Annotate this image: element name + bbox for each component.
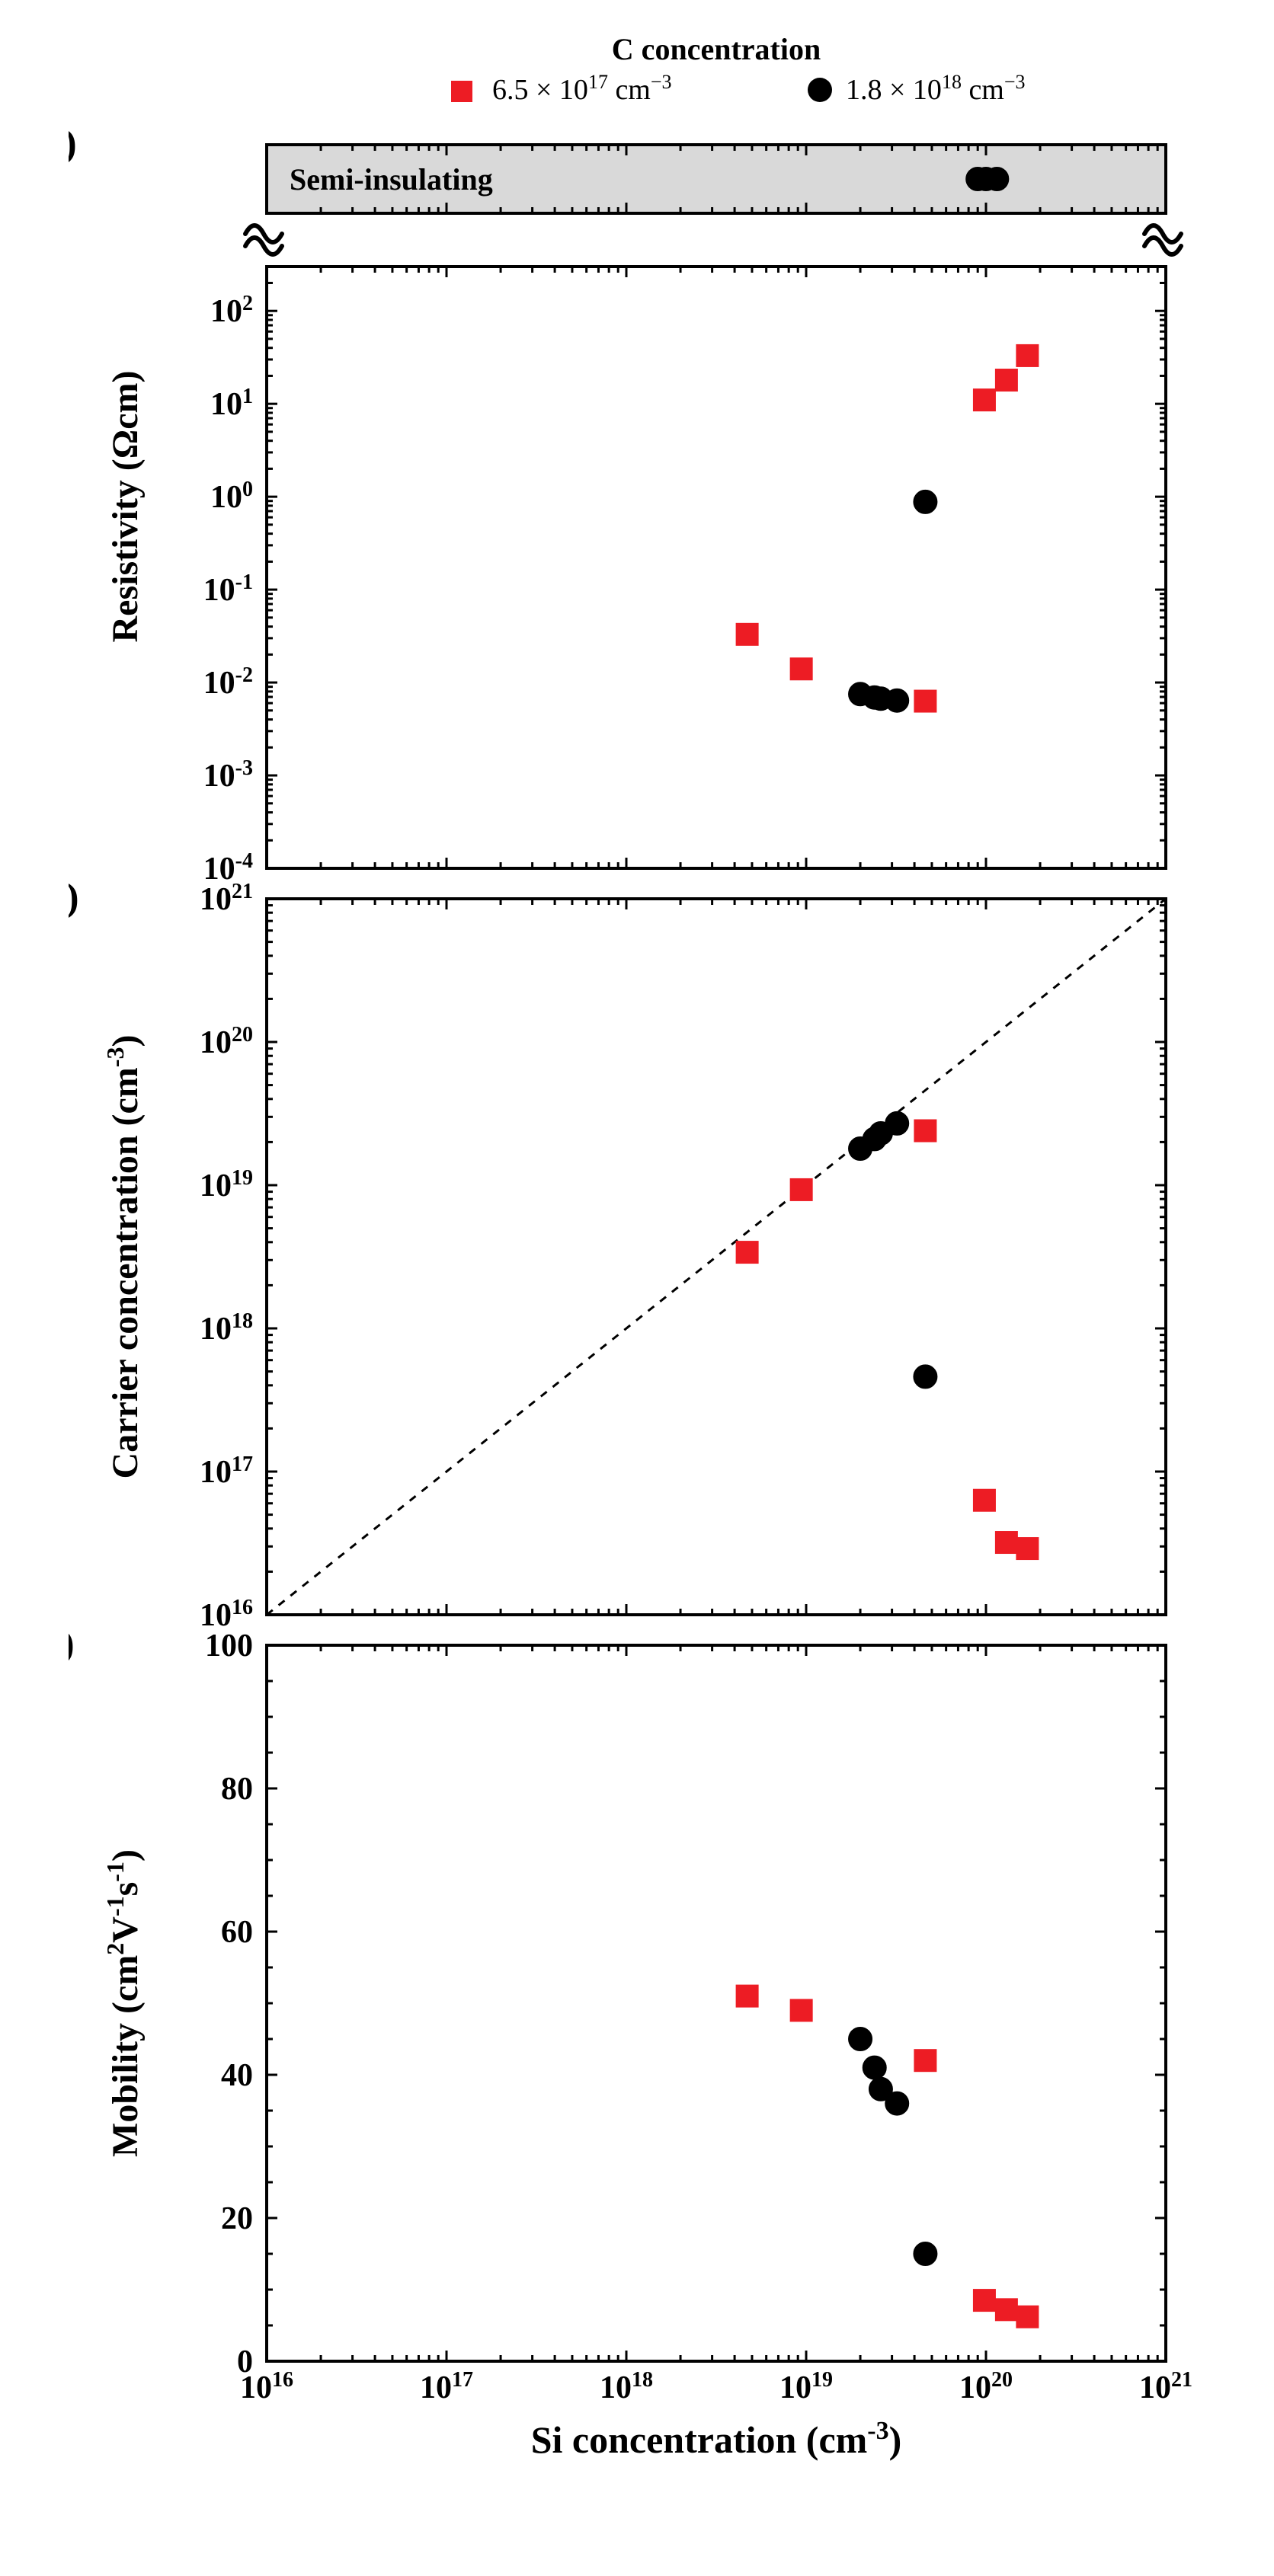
figure-page: C concentration 6.5 × 1017 cm−3 1.8 × 1018… <box>0 0 1274 2576</box>
panel-a-ytick: 102 <box>210 292 253 330</box>
legend-label-black: 1.8 × 1018 cm−3 <box>846 71 1026 107</box>
panel-c-ylabel: Mobility (cm2V-1s-1) <box>101 1849 146 2157</box>
x-tick-label: 1021 <box>1139 2368 1192 2406</box>
panel-b-ylabel: Carrier concentration (cm-3) <box>101 1035 146 1479</box>
panel-a-ytick: 101 <box>210 385 253 423</box>
panel-label-a: (a) <box>69 122 77 165</box>
marker-circle <box>914 2242 936 2265</box>
marker-square <box>1016 345 1038 366</box>
panel-a-ytick: 10-1 <box>203 570 253 609</box>
marker-square <box>791 1999 812 2021</box>
x-tick-label: 1020 <box>959 2368 1013 2406</box>
marker-square <box>974 2290 995 2311</box>
x-tick-label: 1018 <box>600 2368 653 2406</box>
panel-c-ytick: 60 <box>221 1915 253 1950</box>
panel-c-frame <box>267 1645 1166 2361</box>
figure-container: C concentration 6.5 × 1017 cm−3 1.8 × 1018… <box>69 23 1212 2552</box>
panel-a-ylabel: Resistivity (Ωcm) <box>105 371 146 643</box>
panel-label-c: (c) <box>69 1622 75 1666</box>
marker-square <box>996 369 1017 391</box>
marker-circle <box>914 491 936 513</box>
panel-a-ytick: 10-3 <box>203 756 253 794</box>
legend-title: C concentration <box>612 32 821 66</box>
chart-svg: C concentration 6.5 × 1017 cm−3 1.8 × 1018… <box>69 23 1212 2552</box>
panel-b-ytick: 1021 <box>200 880 253 918</box>
panel-c-ytick: 100 <box>205 1628 253 1664</box>
marker-square <box>974 389 995 411</box>
legend-label-red: 6.5 × 1017 cm−3 <box>492 71 672 107</box>
panel-c-ytick: 80 <box>221 1772 253 1807</box>
panel-c-ytick: 40 <box>221 2058 253 2093</box>
panel-b-ytick: 1016 <box>200 1596 253 1634</box>
axis-break-icon <box>1144 225 1181 254</box>
marker-square <box>737 1986 758 2007</box>
panel-c-ytick: 20 <box>221 2201 253 2236</box>
x-axis-label: Si concentration (cm-3) <box>531 2417 902 2462</box>
marker-square <box>1016 1538 1038 1559</box>
marker-square <box>791 1179 812 1200</box>
marker-circle <box>849 2028 872 2050</box>
x-tick-label: 1019 <box>779 2368 833 2406</box>
y-equals-x-line <box>267 899 1166 1615</box>
marker-circle <box>885 1112 908 1135</box>
marker-square <box>737 624 758 645</box>
panel-a-ytick: 10-2 <box>203 663 253 702</box>
si-label: Semi-insulating <box>290 162 493 197</box>
panel-a-ytick: 100 <box>210 478 253 516</box>
marker-square <box>996 1532 1017 1553</box>
panel-c-ytick: 0 <box>237 2344 253 2379</box>
marker-square <box>737 1242 758 1263</box>
legend-marker-black <box>808 78 832 102</box>
marker-circle <box>885 2092 908 2115</box>
marker-circle <box>985 168 1008 190</box>
marker-square <box>1016 2306 1038 2328</box>
marker-circle <box>885 689 908 712</box>
legend-marker-red <box>451 81 472 102</box>
panel-b-ytick: 1017 <box>200 1453 253 1491</box>
panel-b-ytick: 1018 <box>200 1309 253 1347</box>
panel-label-b: (b) <box>69 876 79 919</box>
marker-square <box>791 658 812 679</box>
panel-b-ytick: 1020 <box>200 1023 253 1061</box>
marker-square <box>914 1120 936 1142</box>
marker-square <box>914 691 936 712</box>
panel-b-ytick: 1019 <box>200 1166 253 1204</box>
marker-square <box>996 2299 1017 2320</box>
marker-square <box>974 1490 995 1511</box>
marker-square <box>914 2050 936 2071</box>
axis-break-icon <box>245 225 282 254</box>
marker-circle <box>863 2057 886 2079</box>
marker-circle <box>914 1365 936 1388</box>
x-tick-label: 1017 <box>420 2368 473 2406</box>
